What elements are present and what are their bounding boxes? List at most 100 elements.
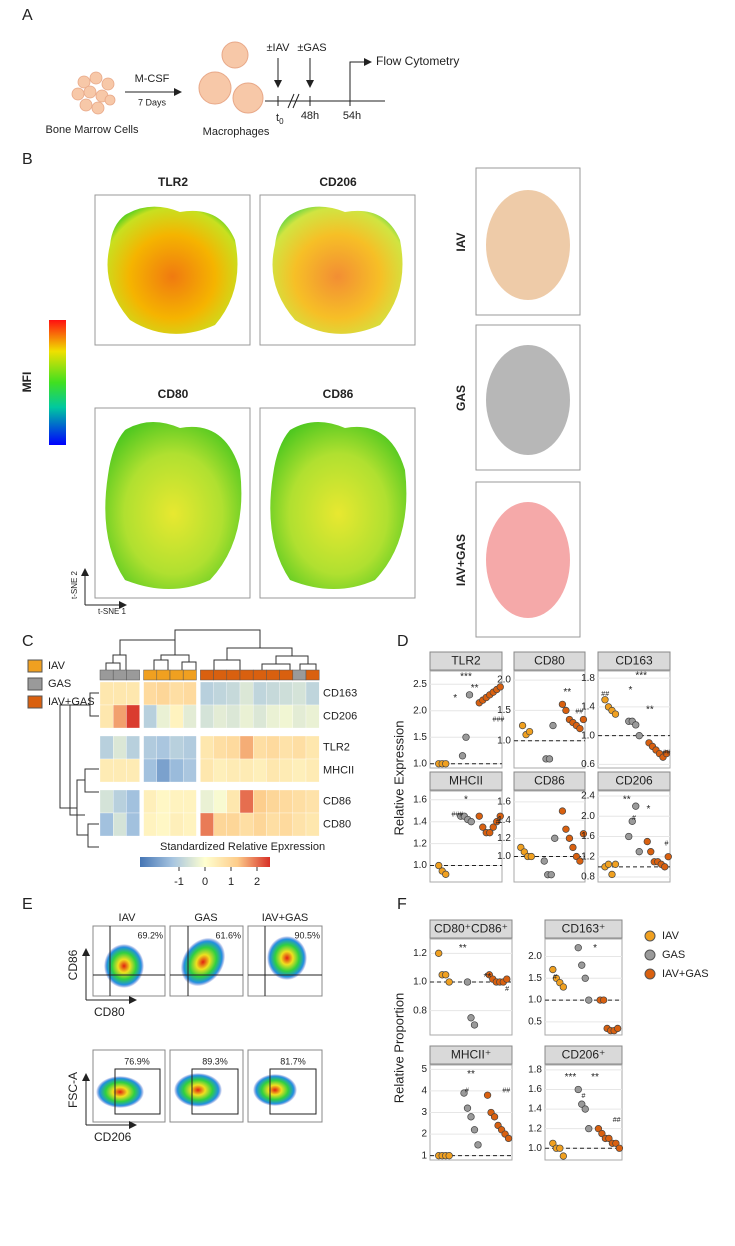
step-label: Macrophages bbox=[203, 126, 270, 138]
legend-label: IAV bbox=[662, 930, 680, 942]
heatmap-cell bbox=[156, 735, 171, 760]
data-point bbox=[465, 691, 474, 699]
heatmap-cell bbox=[99, 758, 114, 783]
heatmap-cell bbox=[143, 681, 157, 706]
heatmap-cell bbox=[253, 758, 267, 783]
panel-label: A bbox=[22, 7, 33, 24]
schematic bbox=[71, 41, 385, 115]
heatmap-cell bbox=[169, 812, 184, 837]
heatmap-cell bbox=[156, 812, 171, 837]
y-tick-label: 0.8 bbox=[413, 1005, 427, 1016]
significance-label: * bbox=[646, 804, 650, 815]
column-annotation bbox=[99, 669, 114, 681]
y-tick-label: 1.4 bbox=[413, 816, 427, 827]
tsne-title: CD80 bbox=[158, 387, 189, 401]
legend-swatch bbox=[27, 659, 43, 673]
y-tick-label: 1.6 bbox=[413, 794, 427, 805]
y-tick-label: 1.0 bbox=[413, 758, 427, 769]
heatmap-cell bbox=[169, 704, 184, 729]
data-point bbox=[486, 829, 494, 837]
heatmap-cell bbox=[239, 735, 254, 760]
heatmap-cell bbox=[279, 681, 293, 706]
gate-percent: 89.3% bbox=[202, 1056, 228, 1066]
heatmap-cell bbox=[200, 704, 214, 729]
data-point bbox=[615, 1144, 624, 1152]
legend-swatch bbox=[27, 695, 43, 709]
heatmap-cell bbox=[113, 681, 127, 706]
data-point bbox=[489, 823, 497, 831]
significance-label: * bbox=[453, 693, 457, 704]
data-point bbox=[445, 1152, 453, 1160]
facet-header bbox=[597, 651, 671, 671]
y-tick-label: 1.6 bbox=[528, 1084, 542, 1095]
step-label: Bone Marrow Cells bbox=[46, 124, 139, 136]
data-point bbox=[601, 696, 609, 704]
data-point bbox=[470, 1021, 479, 1029]
heatmap-cell bbox=[213, 812, 227, 837]
heatmap-cell bbox=[143, 812, 157, 837]
data-point bbox=[574, 944, 582, 952]
heatmap-cell bbox=[279, 704, 293, 729]
column-title: IAV bbox=[119, 912, 137, 924]
heatmap-cell bbox=[126, 812, 140, 837]
column-annotation bbox=[252, 669, 267, 681]
data-point bbox=[604, 860, 613, 868]
heatmap-cell bbox=[226, 735, 241, 760]
significance-label: * bbox=[464, 795, 468, 806]
significance-label: ## bbox=[502, 1087, 510, 1094]
heatmap-cell bbox=[213, 681, 227, 706]
heatmap-cell bbox=[292, 789, 307, 814]
significance-label: # bbox=[496, 819, 500, 826]
data-point bbox=[445, 978, 453, 986]
heatmap-cell bbox=[99, 789, 114, 814]
heatmap-cell bbox=[200, 812, 214, 837]
significance-label: ## bbox=[575, 709, 583, 716]
y-tick-label: 1.2 bbox=[581, 851, 595, 862]
heatmap-cell bbox=[200, 681, 214, 706]
significance-label: ** bbox=[563, 687, 571, 698]
row-label: CD163 bbox=[323, 687, 357, 699]
y-tick-label: 1.2 bbox=[413, 838, 427, 849]
y-tick-label: 1.2 bbox=[497, 833, 511, 844]
data-point bbox=[576, 724, 584, 733]
y-tick-label: 1.0 bbox=[413, 977, 427, 988]
column-annotation bbox=[169, 669, 184, 681]
row-label: CD206 bbox=[323, 710, 357, 722]
data-point bbox=[647, 848, 655, 856]
y-tick-label: 1.8 bbox=[581, 673, 595, 684]
column-title: GAS bbox=[194, 912, 217, 924]
data-point bbox=[628, 817, 636, 825]
column-annotation bbox=[112, 669, 127, 681]
gate-percent: 76.9% bbox=[124, 1056, 150, 1066]
legend-label: IAV+GAS bbox=[48, 696, 95, 708]
significance-label: ** bbox=[623, 795, 631, 806]
significance-label: ** bbox=[646, 704, 654, 715]
data-point bbox=[479, 823, 487, 831]
significance-label: # bbox=[553, 974, 557, 981]
heatmap-cell bbox=[143, 758, 157, 783]
heatmap-cell bbox=[183, 735, 197, 760]
heatmap-cell bbox=[156, 704, 171, 729]
column-annotation bbox=[126, 669, 140, 681]
column-annotation bbox=[226, 669, 241, 681]
facet-title: CD163 bbox=[615, 654, 653, 668]
facet-header bbox=[429, 1045, 513, 1065]
y-tick-label: 1.8 bbox=[528, 1065, 542, 1076]
heatmap-cell bbox=[226, 704, 241, 729]
facet-header bbox=[429, 651, 503, 671]
y-axis-label: Relative Expression bbox=[391, 721, 406, 836]
data-point bbox=[442, 870, 450, 878]
column-annotation bbox=[279, 669, 294, 681]
data-point bbox=[470, 1126, 479, 1134]
facet-header bbox=[513, 771, 586, 791]
data-point bbox=[463, 978, 472, 986]
data-point bbox=[585, 996, 593, 1004]
heatmap-cell bbox=[305, 812, 320, 837]
condition-label: GAS bbox=[454, 385, 468, 411]
row-label: TLR2 bbox=[323, 741, 350, 753]
data-point bbox=[625, 832, 633, 841]
column-annotation bbox=[182, 669, 197, 681]
colorbar bbox=[140, 857, 270, 867]
heatmap-cell bbox=[279, 812, 293, 837]
step-label: ±GAS bbox=[297, 42, 326, 54]
